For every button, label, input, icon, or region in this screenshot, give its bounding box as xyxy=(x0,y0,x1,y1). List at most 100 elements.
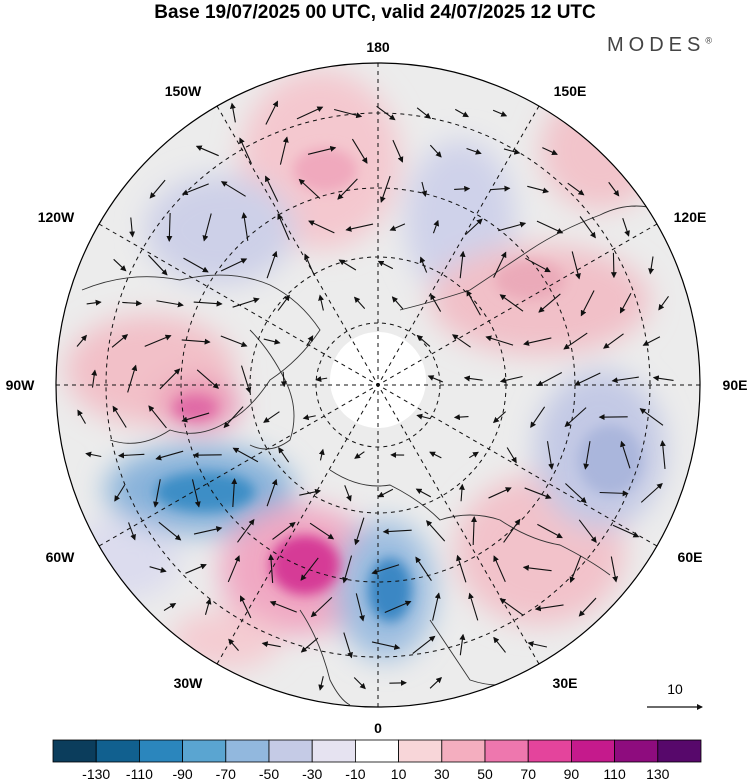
wind-vector xyxy=(298,178,321,199)
wind-vector xyxy=(196,369,219,389)
colorbar-swatch xyxy=(95,739,140,763)
wind-vector xyxy=(416,334,431,347)
wind-vector xyxy=(195,145,219,157)
wind-vector xyxy=(392,139,404,163)
wind-vector xyxy=(129,217,136,238)
wind-vector xyxy=(114,484,126,502)
wind-vector xyxy=(266,478,278,507)
wind-vector xyxy=(525,257,551,273)
wind-vector xyxy=(309,522,335,540)
wind-vector xyxy=(465,218,483,236)
wind-vector xyxy=(76,334,88,347)
wind-vector xyxy=(416,107,432,119)
wind-vector xyxy=(229,102,236,123)
wind-vector xyxy=(280,371,287,388)
colorbar-swatch xyxy=(182,739,227,763)
wind-vector xyxy=(578,519,597,543)
wind-vector xyxy=(118,452,145,459)
colorbar-swatch xyxy=(484,739,529,763)
wind-vector xyxy=(536,220,564,234)
wind-vector xyxy=(156,300,184,308)
wind-vector xyxy=(610,556,619,583)
wind-vector xyxy=(523,337,552,346)
wind-vector xyxy=(181,338,211,345)
coastline xyxy=(399,205,661,311)
colorbar-swatch xyxy=(354,739,399,763)
wind-vector xyxy=(451,334,471,348)
wind-vector xyxy=(310,597,333,618)
wind-vector xyxy=(459,250,466,279)
wind-vector xyxy=(412,635,436,655)
wind-vector xyxy=(241,212,249,241)
wind-vector xyxy=(113,258,127,272)
wind-vector xyxy=(300,637,319,653)
colorbar-tick-label: -90 xyxy=(172,766,192,782)
wind-vector xyxy=(148,254,168,276)
wind-vector xyxy=(263,338,281,345)
wind-vector xyxy=(425,520,446,542)
wind-vector xyxy=(608,181,620,197)
wind-vector xyxy=(377,260,394,270)
graticule xyxy=(56,63,700,707)
coastline xyxy=(329,469,611,576)
wind-vector xyxy=(307,145,337,155)
anomaly-cores xyxy=(155,148,642,622)
wind-vector xyxy=(583,441,591,470)
wind-vector xyxy=(640,482,663,503)
colorbar-tick-label: 10 xyxy=(391,766,407,782)
wind-vector xyxy=(277,294,290,311)
colorbar-swatch xyxy=(398,739,443,763)
wind-vector xyxy=(458,483,465,502)
wind-vector xyxy=(231,478,238,508)
wind-vector xyxy=(159,368,181,390)
wind-vector xyxy=(148,405,167,429)
wind-vector xyxy=(232,297,260,308)
wind-vector xyxy=(237,518,255,543)
wind-vector xyxy=(416,413,431,420)
anomaly-core xyxy=(293,148,357,192)
wind-vector xyxy=(220,258,248,272)
wind-vector xyxy=(578,597,597,617)
wind-vector xyxy=(468,592,479,621)
wind-vector xyxy=(239,137,252,164)
colorbar-swatch xyxy=(225,739,270,763)
wind-vector xyxy=(318,676,325,691)
wind-vector xyxy=(371,564,400,575)
colorbar-tick-label: -50 xyxy=(259,766,279,782)
wind-vector xyxy=(579,216,596,239)
wind-vector xyxy=(153,479,161,508)
colorbar: -130 -110 -90 -70 -50 -30 -10 10 30 50 70 90 110 130 xyxy=(52,739,702,782)
wind-vector xyxy=(652,375,674,382)
wind-vector xyxy=(193,300,223,307)
anomaly-blob xyxy=(60,520,180,600)
chart-title: Base 19/07/2025 00 UTC, valid 24/07/2025… xyxy=(154,2,596,23)
wind-vector xyxy=(220,335,248,348)
wind-vector xyxy=(354,517,365,546)
wind-vector xyxy=(272,521,296,540)
colorbar-tick-label: -70 xyxy=(216,766,236,782)
wind-vector xyxy=(181,412,210,423)
wind-vector xyxy=(351,138,368,164)
wind-vector xyxy=(353,296,366,310)
wind-vector xyxy=(144,334,172,347)
colorbar-tick-label: 30 xyxy=(434,766,450,782)
wind-vector xyxy=(354,451,365,459)
wind-vector xyxy=(456,554,467,583)
wind-vector xyxy=(471,516,478,546)
wind-vector xyxy=(498,221,527,232)
colorbar-swatch xyxy=(571,739,616,763)
colorbar-swatch xyxy=(311,739,356,763)
wind-vector xyxy=(391,296,404,310)
wind-vector xyxy=(459,633,466,656)
wind-vector xyxy=(193,526,223,535)
wind-vector xyxy=(506,447,517,464)
wind-vector xyxy=(204,598,212,615)
label-150w: 150W xyxy=(165,83,202,99)
wind-vector xyxy=(389,223,406,231)
wind-vector xyxy=(304,253,315,276)
colorbar-swatch xyxy=(138,739,183,763)
wind-vector xyxy=(163,602,177,611)
wind-vector xyxy=(522,564,552,572)
wind-vector xyxy=(308,220,335,234)
wind-vector xyxy=(415,488,432,498)
